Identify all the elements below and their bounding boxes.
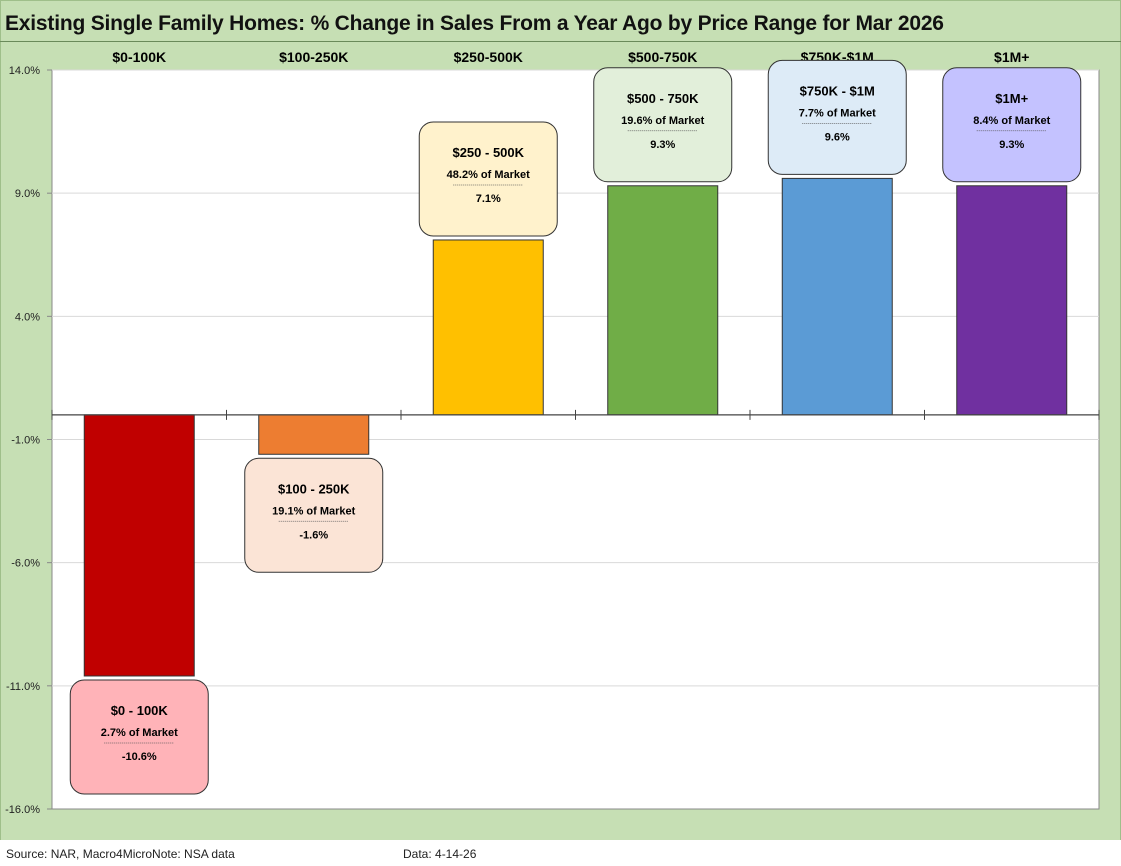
callout-value: 7.1% (476, 193, 501, 205)
bar-750k-1m (781, 177, 893, 416)
data-date: Data: 4-14-26 (403, 847, 477, 861)
source-note: Source: NAR, Macro4MicroNote: NSA data (6, 847, 235, 861)
callout-value: -10.6% (122, 751, 157, 763)
callout-box (418, 121, 558, 237)
bar-0-100k (83, 414, 195, 677)
callout-3: $250 - 500K 48.2% of Market 7.1% (418, 121, 558, 237)
callout-title: $500 - 750K (627, 91, 699, 106)
callout-market-share: 8.4% of Market (973, 115, 1050, 127)
callout-title: $750K - $1M (800, 83, 875, 98)
callout-market-share: 2.7% of Market (101, 727, 178, 739)
callout-market-share: 7.7% of Market (799, 107, 876, 119)
category-label: $100-250K (279, 49, 348, 65)
bar-100-250k (258, 414, 370, 455)
y-tick-label: -6.0% (11, 558, 40, 570)
y-tick-label: -16.0% (5, 804, 40, 816)
callout-4: $500 - 750K 19.6% of Market 9.3% (593, 67, 733, 183)
callout-value: -1.6% (299, 529, 328, 541)
category-label: $1M+ (994, 49, 1029, 65)
callout-title: $0 - 100K (111, 703, 169, 718)
callout-title: $1M+ (995, 91, 1028, 106)
y-tick-label: 9.0% (15, 188, 40, 200)
bar-250-500k (432, 239, 544, 416)
callout-value: 9.3% (650, 139, 675, 151)
callout-box (767, 59, 907, 175)
callout-box (942, 67, 1082, 183)
category-label: $500-750K (628, 49, 697, 65)
bar-1m (956, 185, 1068, 416)
callout-market-share: 19.1% of Market (272, 505, 355, 517)
callout-title: $100 - 250K (278, 481, 350, 496)
callout-value: 9.3% (999, 139, 1024, 151)
category-label: $250-500K (454, 49, 523, 65)
bar-500-750k (607, 185, 719, 416)
y-tick-label: 14.0% (9, 65, 40, 77)
callout-5: $750K - $1M 7.7% of Market 9.6% (767, 59, 907, 175)
y-tick-label: 4.0% (15, 311, 40, 323)
callout-box (593, 67, 733, 183)
callout-6: $1M+ 8.4% of Market 9.3% (942, 67, 1082, 183)
y-tick-label: -11.0% (6, 681, 40, 693)
footer: Source: NAR, Macro4MicroNote: NSA data D… (0, 840, 1121, 866)
callout-market-share: 48.2% of Market (447, 169, 530, 181)
callout-market-share: 19.6% of Market (621, 115, 704, 127)
category-label: $0-100K (112, 49, 166, 65)
callout-1: $0 - 100K 2.7% of Market -10.6% (69, 679, 209, 795)
bar-chart: $0-100K $100-250K $250-500K $500-750K $750K-… (5, 49, 1100, 816)
title-divider (0, 41, 1121, 42)
callout-2: $100 - 250K 19.1% of Market -1.6% (244, 457, 384, 573)
callout-title: $250 - 500K (452, 145, 524, 160)
callout-box (244, 457, 384, 573)
callout-box (69, 679, 209, 795)
y-tick-label: -1.0% (11, 435, 40, 447)
chart-title: Existing Single Family Homes: % Change i… (5, 12, 944, 35)
callout-value: 9.6% (825, 131, 850, 143)
